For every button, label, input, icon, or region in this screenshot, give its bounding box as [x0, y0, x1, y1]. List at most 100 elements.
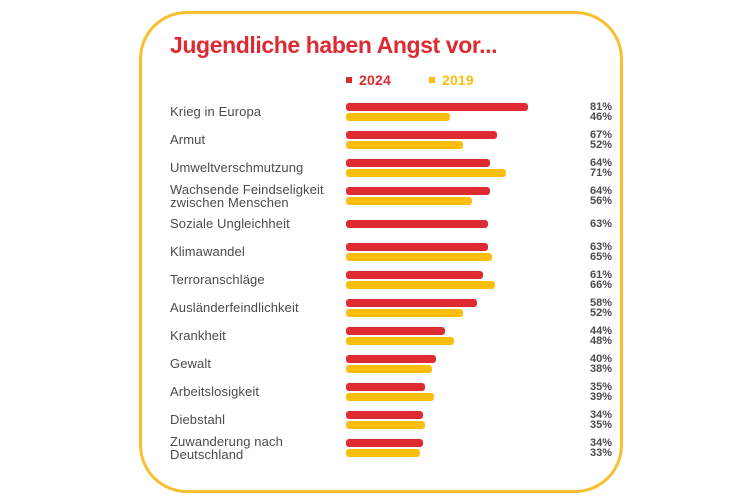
chart-row: Gewalt 40% 38% — [142, 350, 620, 378]
value-labels: 63% 65% — [566, 238, 612, 266]
legend-swatch-2024-icon — [346, 77, 352, 83]
bar-group — [346, 126, 566, 154]
category-label: Krankheit — [170, 328, 226, 344]
bar-group — [346, 238, 566, 266]
value-2024: 64% — [589, 184, 612, 197]
value-2019: 52% — [589, 307, 612, 319]
value-2019: 71% — [589, 167, 612, 179]
value-2019: 48% — [589, 335, 612, 347]
category-label: Terroranschläge — [170, 272, 265, 288]
bar-2024 — [346, 103, 529, 111]
category-label: Soziale Ungleichheit — [170, 216, 290, 232]
chart-row: Zuwanderung nach Deutschland 34% 33% — [142, 434, 620, 462]
bar-2024 — [346, 383, 425, 391]
value-2019: 46% — [589, 111, 612, 123]
value-labels: 44% 48% — [566, 322, 612, 350]
value-labels: 64% 71% — [566, 154, 612, 182]
value-2024: 40% — [589, 352, 612, 365]
value-2019: 66% — [589, 279, 612, 291]
bar-2019 — [346, 141, 463, 149]
value-2019: 35% — [589, 419, 612, 431]
bar-group — [346, 294, 566, 322]
bar-2019 — [346, 365, 432, 373]
value-labels: 35% 39% — [566, 378, 612, 406]
chart-legend: 2024 2019 — [142, 72, 620, 88]
chart-row: Umweltverschmutzung 64% 71% — [142, 154, 620, 182]
value-2024: 63% — [589, 240, 612, 253]
bar-2019 — [346, 393, 434, 401]
value-2024: 64% — [589, 156, 612, 169]
bar-group — [346, 350, 566, 378]
infographic-card: Jugendliche haben Angst vor... 2024 2019… — [139, 11, 623, 493]
chart-row: Terroranschläge 61% 66% — [142, 266, 620, 294]
value-2019: 38% — [589, 363, 612, 375]
bar-group — [346, 210, 566, 238]
value-2024: 81% — [589, 100, 612, 113]
chart-title: Jugendliche haben Angst vor... — [170, 32, 498, 58]
value-2019: 33% — [589, 447, 612, 459]
category-label: Zuwanderung nach Deutschland — [170, 433, 283, 462]
bar-group — [346, 266, 566, 294]
bar-2019 — [346, 113, 450, 121]
bar-group — [346, 154, 566, 182]
value-labels: 81% 46% — [566, 98, 612, 126]
bar-2019 — [346, 449, 421, 457]
category-label: Klimawandel — [170, 244, 245, 260]
bar-2024 — [346, 220, 488, 228]
bar-group — [346, 98, 566, 126]
bar-2024 — [346, 131, 497, 139]
bar-group — [346, 406, 566, 434]
bar-2024 — [346, 159, 490, 167]
bar-2019 — [346, 197, 472, 205]
legend-label-2019: 2019 — [441, 72, 474, 88]
category-label: Armut — [170, 132, 206, 148]
category-label: Ausländerfeindlichkeit — [170, 300, 299, 316]
legend-label-2024: 2024 — [359, 72, 391, 88]
bar-2024 — [346, 327, 445, 335]
value-2019: 56% — [589, 195, 612, 207]
value-labels: 58% 52% — [566, 294, 612, 322]
bar-2024 — [346, 411, 423, 419]
legend-swatch-2019-icon — [428, 77, 435, 83]
value-2024: 34% — [589, 436, 612, 449]
legend-item-2019: 2019 — [428, 72, 474, 88]
value-labels: 34% 35% — [566, 406, 612, 434]
bar-group — [346, 182, 566, 210]
value-labels: 40% 38% — [566, 350, 612, 378]
chart-row: Wachsende Feindseligkeit zwischen Mensch… — [142, 182, 620, 210]
value-2024: 67% — [589, 128, 612, 141]
value-2024: 35% — [589, 380, 612, 393]
value-2024: 44% — [589, 324, 612, 337]
value-labels: 61% 66% — [566, 266, 612, 294]
chart-row: Diebstahl 34% 35% — [142, 406, 620, 434]
category-label: Gewalt — [170, 356, 212, 372]
bar-group — [346, 434, 566, 462]
bar-2019 — [346, 309, 463, 317]
category-label: Arbeitslosigkeit — [170, 384, 260, 400]
bar-2024 — [346, 299, 477, 307]
chart-row: Ausländerfeindlichkeit 58% 52% — [142, 294, 620, 322]
bar-2024 — [346, 439, 423, 447]
value-2024: 61% — [589, 268, 612, 281]
value-2024: 34% — [589, 408, 612, 421]
value-2019: 65% — [589, 251, 612, 263]
value-2024: 58% — [589, 296, 612, 309]
category-label: Diebstahl — [170, 412, 226, 428]
bar-2024 — [346, 355, 436, 363]
chart-row: Klimawandel 63% 65% — [142, 238, 620, 266]
bar-2019 — [346, 281, 495, 289]
bar-2024 — [346, 271, 484, 279]
category-label: Umweltverschmutzung — [170, 160, 304, 176]
bar-group — [346, 322, 566, 350]
category-label: Wachsende Feindseligkeit zwischen Mensch… — [170, 181, 324, 210]
chart-row: Krieg in Europa 81% 46% — [142, 98, 620, 126]
bar-group — [346, 378, 566, 406]
bar-2024 — [346, 187, 490, 195]
chart-row: Arbeitslosigkeit 35% 39% — [142, 378, 620, 406]
chart-row: Krankheit 44% 48% — [142, 322, 620, 350]
legend-item-2024: 2024 — [346, 72, 391, 88]
bar-2019 — [346, 337, 454, 345]
bar-2024 — [346, 243, 488, 251]
bar-2019 — [346, 421, 425, 429]
value-2019: 39% — [589, 391, 612, 403]
